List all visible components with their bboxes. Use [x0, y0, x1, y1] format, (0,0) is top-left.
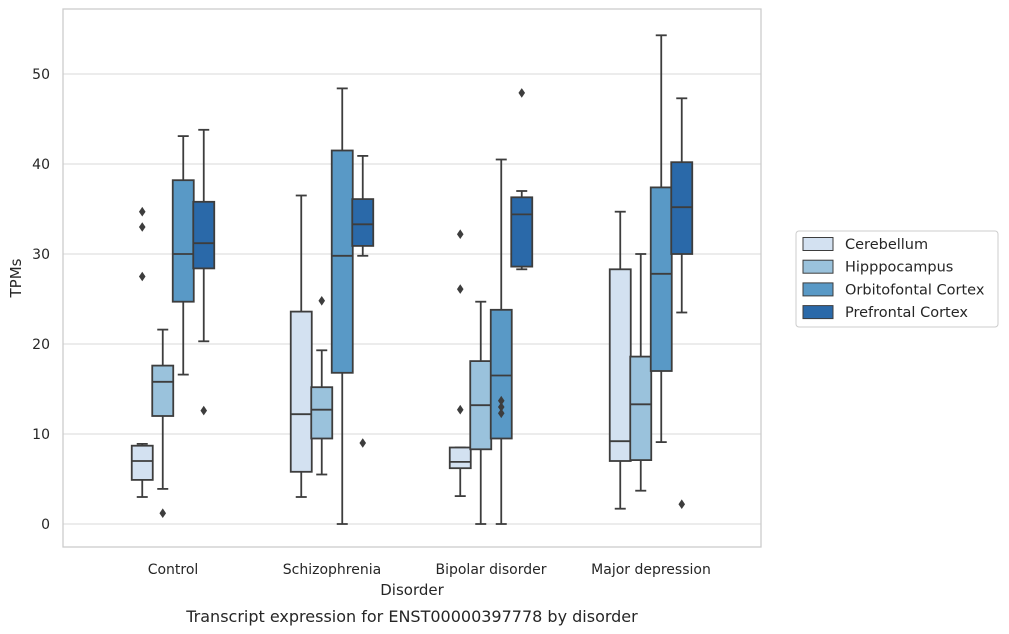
- y-tick-label: 50: [32, 67, 50, 83]
- outlier-point: [318, 296, 326, 306]
- box-iqr: [629, 355, 653, 462]
- y-tick-label: 30: [32, 247, 50, 263]
- box-prefrontal-cortex: [510, 88, 534, 271]
- box-iqr: [489, 308, 513, 440]
- box-iqr: [289, 310, 313, 473]
- y-axis-ticks: 0 10 20 30 40 50: [32, 67, 50, 533]
- box-hipppocampus: [310, 296, 334, 476]
- x-tick-label: Control: [148, 562, 199, 578]
- outlier-point: [200, 405, 208, 416]
- box-hipppocampus: [151, 328, 175, 518]
- box-iqr: [171, 179, 195, 303]
- legend-swatch: [802, 305, 834, 320]
- legend-label: Hipppocampus: [845, 260, 953, 276]
- box-orbitofontal-cortex: [489, 158, 513, 525]
- x-tick-label: Bipolar disorder: [435, 562, 546, 578]
- box-iqr: [151, 364, 175, 417]
- box-iqr: [510, 196, 534, 268]
- box-hipppocampus: [629, 253, 653, 492]
- outlier-point: [456, 404, 464, 415]
- x-tick-label: Schizophrenia: [283, 562, 381, 578]
- y-axis-label: TPMs: [7, 258, 25, 298]
- outlier-point: [456, 229, 464, 239]
- outlier-point: [678, 499, 686, 509]
- plot-frame: [62, 8, 762, 548]
- legend: Cerebellum Hipppocampus Orbitofontal Corte…: [795, 230, 999, 328]
- box-iqr: [192, 200, 216, 270]
- legend-label: Cerebellum: [845, 237, 928, 253]
- box-orbitofontal-cortex: [330, 87, 354, 525]
- y-tick-label: 10: [32, 427, 50, 443]
- box-orbitofontal-cortex: [649, 34, 673, 444]
- outlier-point: [159, 508, 167, 518]
- box-cerebellum: [448, 229, 472, 498]
- box-iqr: [310, 386, 334, 440]
- y-tick-label: 20: [32, 337, 50, 353]
- outlier-point: [518, 88, 526, 98]
- box-iqr: [330, 149, 354, 374]
- x-tick-label: Major depression: [591, 562, 711, 578]
- box-prefrontal-cortex: [670, 97, 694, 509]
- x-axis-label: Disorder: [380, 581, 444, 599]
- box-iqr: [448, 446, 472, 470]
- box-hipppocampus: [469, 300, 493, 525]
- box-prefrontal-cortex: [351, 154, 375, 448]
- legend-swatch: [802, 282, 834, 297]
- outlier-point: [359, 438, 367, 448]
- outlier-point: [138, 271, 146, 282]
- y-tick-label: 40: [32, 157, 50, 173]
- x-axis-ticks: Control Schizophrenia Bipolar disorder Majo…: [148, 562, 711, 578]
- outlier-point: [497, 395, 505, 406]
- box-iqr: [130, 444, 154, 481]
- outlier-point: [456, 284, 464, 294]
- y-tick-label: 0: [41, 517, 50, 533]
- legend-label: Orbitofontal Cortex: [845, 282, 985, 298]
- outlier-point: [138, 206, 146, 217]
- legend-swatch: [802, 237, 834, 251]
- box-prefrontal-cortex: [192, 128, 216, 416]
- box-iqr: [608, 268, 632, 462]
- outlier-point: [138, 222, 146, 232]
- box-cerebellum: [130, 206, 154, 498]
- box-iqr: [351, 198, 375, 247]
- box-iqr: [649, 186, 673, 372]
- outlier-point: [497, 402, 505, 412]
- legend-swatch: [802, 259, 834, 274]
- legend-frame: [795, 230, 999, 328]
- box-iqr: [670, 161, 694, 255]
- chart-caption: Transcript expression for ENST0000039777…: [185, 607, 638, 626]
- legend-label: Prefrontal Cortex: [845, 305, 968, 321]
- outlier-point: [497, 408, 505, 419]
- plot-area: [130, 34, 694, 525]
- box-cerebellum: [289, 194, 313, 498]
